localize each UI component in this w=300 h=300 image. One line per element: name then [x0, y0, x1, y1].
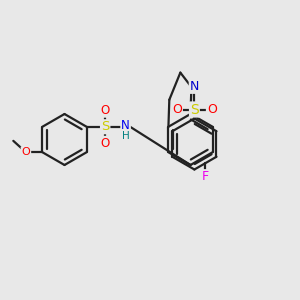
- Text: O: O: [207, 103, 217, 116]
- Text: H: H: [122, 131, 130, 141]
- Text: O: O: [172, 103, 182, 116]
- Text: N: N: [121, 119, 130, 132]
- Text: N: N: [190, 80, 199, 93]
- Text: O: O: [100, 104, 110, 117]
- Text: F: F: [202, 170, 209, 183]
- Text: S: S: [190, 103, 199, 116]
- Text: O: O: [100, 137, 110, 150]
- Text: O: O: [22, 147, 30, 157]
- Text: S: S: [101, 120, 110, 133]
